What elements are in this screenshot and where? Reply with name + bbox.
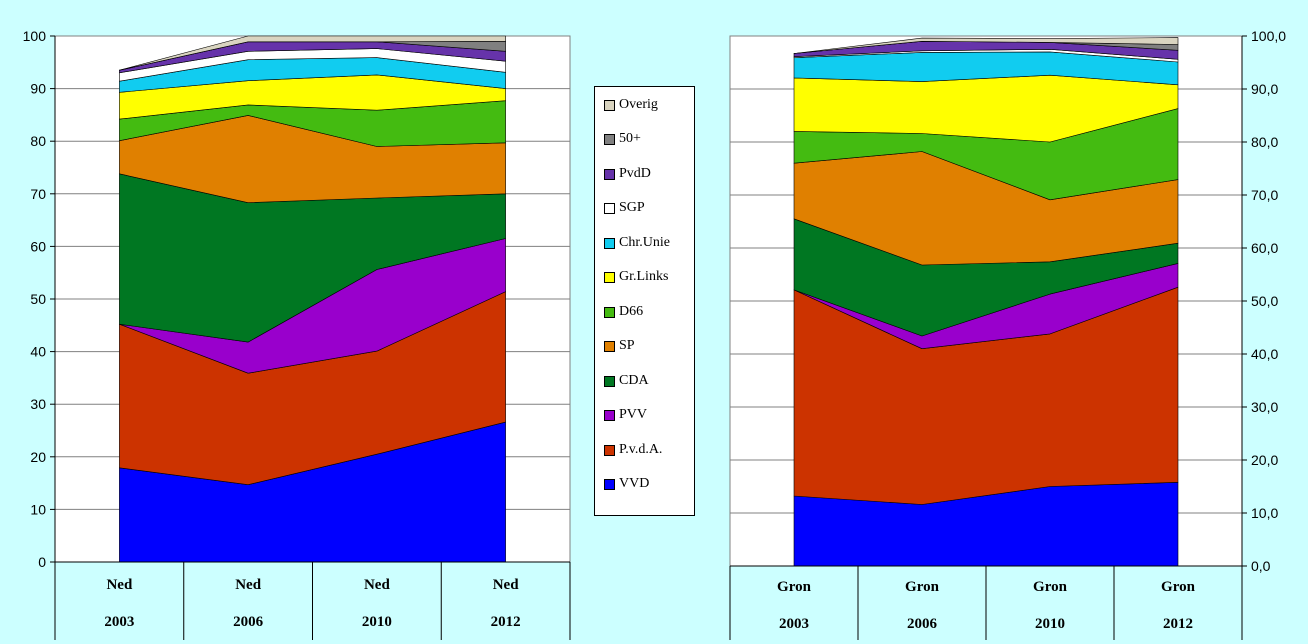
legend-swatch <box>604 202 615 214</box>
y-tick-label: 10 <box>30 501 46 517</box>
legend-swatch <box>604 237 615 249</box>
y-tick-label: 70,0 <box>1251 187 1278 203</box>
y-tick-label: 10,0 <box>1251 505 1278 521</box>
y-tick-label: 60,0 <box>1251 240 1278 256</box>
x-category-label: Gron <box>905 579 940 595</box>
legend-swatch <box>604 168 615 180</box>
legend-swatch <box>604 478 615 490</box>
y-tick-label: 80 <box>30 133 46 149</box>
y-tick-label: 0,0 <box>1251 558 1271 574</box>
legend-label: PvdD <box>619 166 651 181</box>
y-tick-label: 40 <box>30 344 46 360</box>
y-tick-label: 100 <box>23 28 47 44</box>
y-tick-label: 70 <box>30 186 46 202</box>
chart-1: 0 10 20 30 40 50 60 70 80 90 100 Ned 2003 Ned 2006 Ned 2… <box>23 28 571 640</box>
y-tick-label: 90,0 <box>1251 81 1278 97</box>
legend: Overig 50+ PvdD SGP Chr.Unie Gr.Links D6… <box>594 86 695 516</box>
legend-item-pvv: PVV <box>604 405 647 425</box>
y-tick-label: 80,0 <box>1251 134 1278 150</box>
legend-swatch <box>604 340 615 352</box>
legend-label: Chr.Unie <box>619 235 670 250</box>
legend-item-sp: SP <box>604 336 635 356</box>
legend-label: 50+ <box>619 131 641 146</box>
x-category-label: Ned <box>493 577 519 593</box>
x-category-label: Gron <box>777 579 812 595</box>
y-tick-label: 50 <box>30 291 46 307</box>
legend-swatch <box>604 444 615 456</box>
legend-item-overig: Overig <box>604 95 658 115</box>
legend-item-sgp: SGP <box>604 198 645 218</box>
y-tick-label: 40,0 <box>1251 346 1278 362</box>
legend-swatch <box>604 306 615 318</box>
x-category-label: Gron <box>1161 579 1196 595</box>
x-category-year-label: 2006 <box>233 614 264 630</box>
x-category-year-label: 2012 <box>1163 616 1193 632</box>
x-category-label: Ned <box>106 577 132 593</box>
legend-label: D66 <box>619 304 644 319</box>
x-category-year-label: 2010 <box>1035 616 1065 632</box>
legend-label: Overig <box>619 97 658 112</box>
legend-item-grlinks: Gr.Links <box>604 267 668 287</box>
chart-2: 0,0 10,0 20,0 30,0 40,0 50,0 60,0 70,0 80,0 90,0 1… <box>729 28 1286 640</box>
y-tick-label: 50,0 <box>1251 293 1278 309</box>
legend-item-vvd: VVD <box>604 474 649 494</box>
x-category-year-label: 2003 <box>104 614 134 630</box>
legend-item-chrunie: Chr.Unie <box>604 233 670 253</box>
x-category-label: Ned <box>235 577 261 593</box>
legend-label: VVD <box>619 476 650 491</box>
y-tick-label: 100,0 <box>1251 28 1286 44</box>
legend-item-cda: CDA <box>604 371 649 391</box>
legend-item-pvdd: PvdD <box>604 164 651 184</box>
x-category-year-label: 2010 <box>362 614 392 630</box>
x-category-label: Gron <box>1033 579 1068 595</box>
legend-label: CDA <box>619 373 649 388</box>
legend-item-50plus: 50+ <box>604 129 641 149</box>
legend-swatch <box>604 99 615 111</box>
y-tick-label: 20 <box>30 449 46 465</box>
y-tick-label: 30 <box>30 396 46 412</box>
legend-item-pvda: P.v.d.A. <box>604 440 662 460</box>
legend-label: SP <box>619 338 635 353</box>
x-category-label: Ned <box>364 577 390 593</box>
x-category-year-label: 2003 <box>779 616 809 632</box>
y-tick-label: 0 <box>38 554 46 570</box>
x-category-year-label: 2012 <box>491 614 521 630</box>
legend-swatch <box>604 375 615 387</box>
y-tick-label: 20,0 <box>1251 452 1278 468</box>
legend-label: PVV <box>619 407 648 422</box>
legend-swatch <box>604 271 615 283</box>
area-overig <box>119 35 506 71</box>
area-overig <box>793 37 1179 54</box>
y-tick-label: 90 <box>30 81 46 97</box>
legend-label: Gr.Links <box>619 269 669 284</box>
y-tick-label: 60 <box>30 238 46 254</box>
legend-swatch <box>604 133 615 145</box>
y-tick-label: 30,0 <box>1251 399 1278 415</box>
legend-label: SGP <box>619 200 645 215</box>
x-category-year-label: 2006 <box>907 616 938 632</box>
legend-label: P.v.d.A. <box>619 442 663 457</box>
legend-item-d66: D66 <box>604 302 643 322</box>
legend-swatch <box>604 409 615 421</box>
